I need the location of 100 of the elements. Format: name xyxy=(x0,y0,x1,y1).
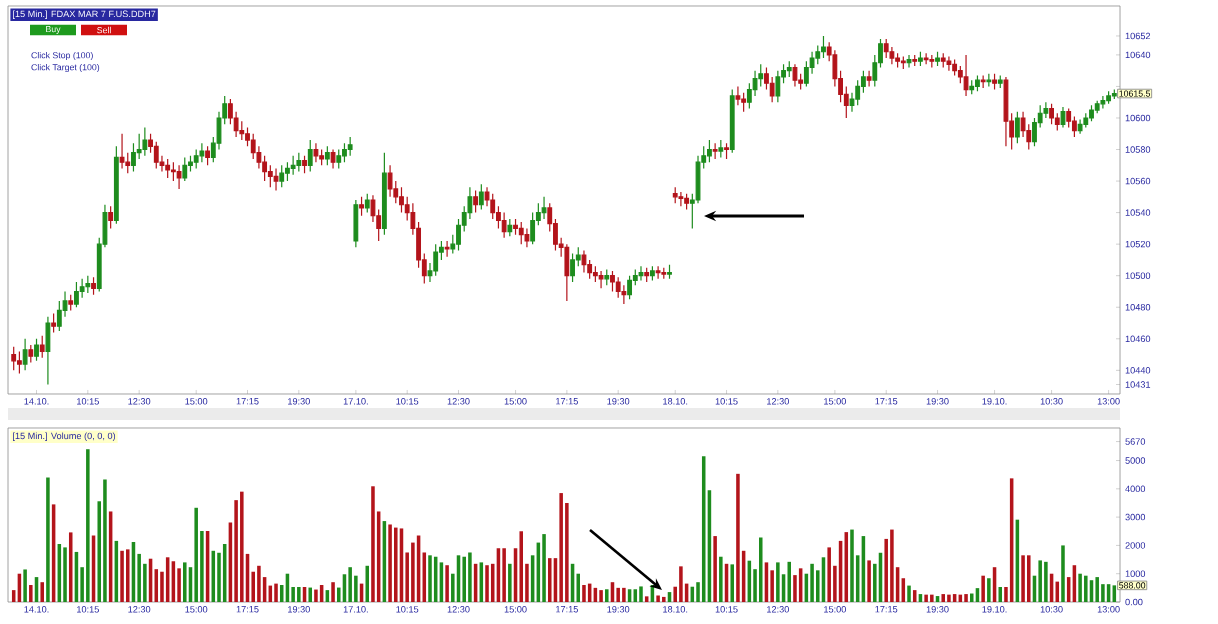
candlestick xyxy=(91,276,96,296)
candlestick xyxy=(51,312,57,334)
candlestick xyxy=(952,59,958,76)
candlestick xyxy=(638,265,644,282)
candlestick xyxy=(330,148,336,170)
candlestick xyxy=(758,63,764,88)
candlestick xyxy=(707,139,712,163)
candlestick xyxy=(895,52,901,69)
candlestick xyxy=(313,142,319,163)
candlestick xyxy=(359,196,364,217)
candlestick xyxy=(347,136,353,157)
candlestick xyxy=(79,278,85,299)
candlestick xyxy=(22,338,28,371)
candlestick xyxy=(963,54,969,97)
candlestick xyxy=(986,73,992,88)
candlestick xyxy=(803,60,809,88)
candlestick xyxy=(273,167,279,192)
candlestick xyxy=(279,164,285,188)
candlestick xyxy=(34,338,39,362)
candlestick xyxy=(399,186,404,214)
candlestick xyxy=(570,253,575,283)
candlestick xyxy=(39,335,45,359)
candlestick xyxy=(296,152,302,173)
candlestick xyxy=(165,158,171,179)
candlestick xyxy=(1106,90,1112,105)
candlestick xyxy=(912,54,918,67)
candlestick xyxy=(307,139,313,173)
candlestick xyxy=(324,145,330,166)
candlestick xyxy=(741,92,747,113)
candlestick xyxy=(661,267,667,280)
candlestick xyxy=(193,148,199,170)
candlestick xyxy=(627,275,633,300)
candlestick xyxy=(1094,100,1100,114)
candlestick xyxy=(769,76,775,103)
candlestick xyxy=(153,141,159,170)
candlestick xyxy=(729,88,735,154)
candlestick xyxy=(1100,95,1106,110)
candlestick xyxy=(490,193,496,220)
candlestick xyxy=(444,240,450,258)
candlestick xyxy=(604,268,610,286)
candlestick xyxy=(387,164,393,198)
candlestick xyxy=(16,350,22,375)
candlestick xyxy=(655,265,661,280)
candlestick xyxy=(182,156,188,182)
candlestick xyxy=(610,270,615,293)
candlestick xyxy=(855,79,861,106)
candlestick xyxy=(1049,103,1055,125)
candlestick xyxy=(724,142,729,160)
candlestick xyxy=(1071,115,1077,138)
candlestick xyxy=(1083,112,1089,129)
candlestick xyxy=(188,155,193,173)
candlestick xyxy=(644,267,650,283)
candlestick xyxy=(672,186,678,204)
candlestick xyxy=(1014,111,1020,144)
candlestick xyxy=(119,133,125,170)
candlestick xyxy=(969,79,975,95)
candlestick xyxy=(889,46,895,65)
candlestick xyxy=(792,63,798,88)
candlestick xyxy=(712,142,718,160)
candlestick xyxy=(239,120,245,141)
candlestick xyxy=(381,152,387,236)
candlestick xyxy=(592,265,598,283)
candlestick xyxy=(501,212,507,239)
candlestick xyxy=(917,51,923,67)
candlestick xyxy=(524,227,530,248)
candlestick xyxy=(11,346,17,371)
candlestick xyxy=(113,145,119,225)
candlestick xyxy=(940,52,946,69)
candlestick xyxy=(108,205,114,229)
candlestick xyxy=(478,183,484,211)
candlestick xyxy=(513,218,518,236)
candlestick xyxy=(85,275,91,294)
candlestick xyxy=(433,243,439,277)
candlestick xyxy=(336,148,342,170)
candlestick xyxy=(170,161,176,182)
candlestick xyxy=(342,142,347,163)
candlestick xyxy=(45,316,51,386)
candlestick xyxy=(541,196,547,220)
candlestick xyxy=(353,199,359,248)
candlestick xyxy=(923,52,929,65)
candlestick xyxy=(718,139,724,159)
candlestick xyxy=(1089,104,1094,122)
candlestick xyxy=(74,281,79,308)
candlestick xyxy=(250,133,256,160)
candlestick xyxy=(866,70,872,88)
candlestick xyxy=(302,155,307,174)
candlestick xyxy=(267,164,273,188)
candlestick xyxy=(883,38,889,59)
candlestick xyxy=(667,264,672,280)
candlestick xyxy=(1003,76,1009,147)
candlestick xyxy=(1111,88,1117,100)
candlestick xyxy=(775,70,781,103)
candlestick xyxy=(176,164,182,190)
candlestick xyxy=(1066,107,1072,129)
candlestick xyxy=(975,74,980,92)
candlestick xyxy=(364,193,370,214)
candlestick xyxy=(821,35,826,59)
candlestick xyxy=(68,294,74,312)
candlestick xyxy=(900,55,906,70)
candlestick xyxy=(319,148,325,166)
